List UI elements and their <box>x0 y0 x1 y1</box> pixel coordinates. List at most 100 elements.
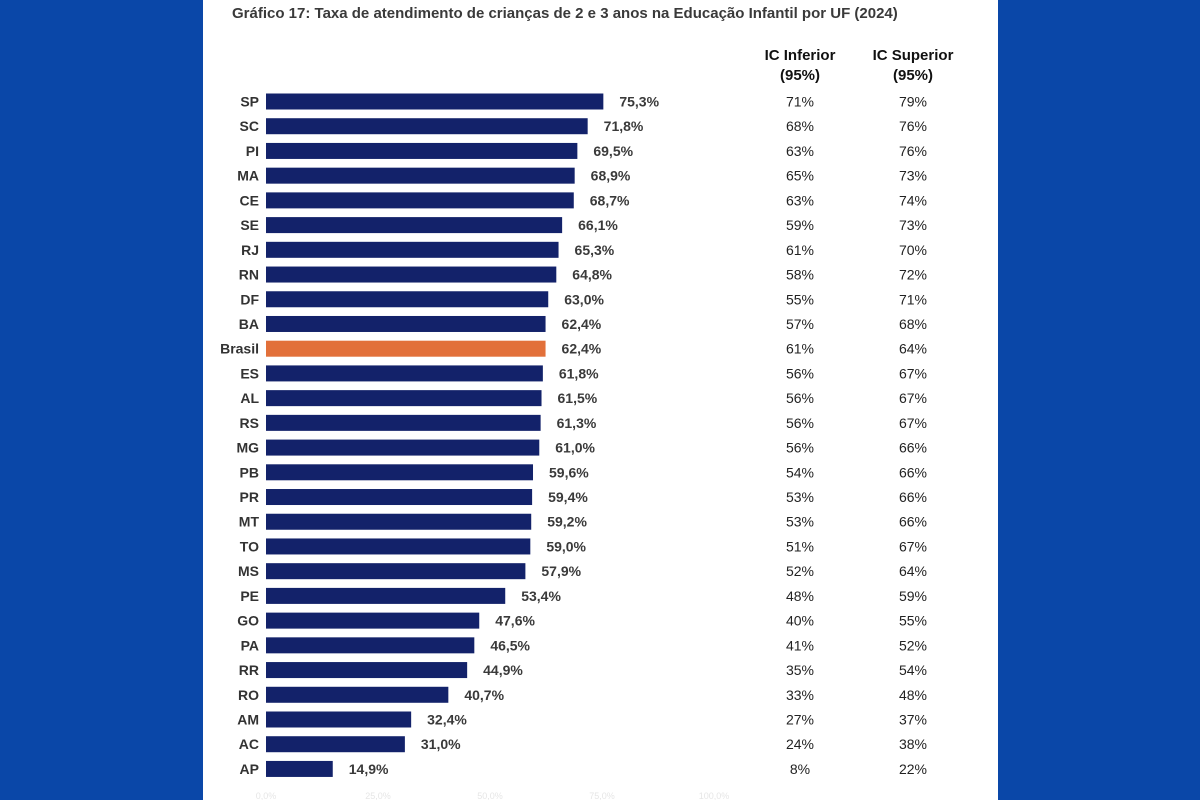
category-label-mg: MG <box>236 440 259 456</box>
ic-superior-cell-am: 37% <box>899 712 927 728</box>
ic-inferior-cell-brasil: 61% <box>786 341 814 357</box>
bar-es <box>266 365 543 382</box>
value-label-pb: 59,6% <box>549 464 589 480</box>
ic-inferior-cell-rs: 56% <box>786 415 814 431</box>
chart-title: Gráfico 17: Taxa de atendimento de crian… <box>232 5 898 22</box>
category-label-pr: PR <box>240 489 259 505</box>
category-label-sp: SP <box>240 94 259 110</box>
bar-pb <box>266 464 534 481</box>
ic-superior-cell-rj: 70% <box>899 242 927 258</box>
value-label-rs: 61,3% <box>557 415 597 431</box>
bar-rj <box>266 241 559 258</box>
ic-superior-cell-df: 71% <box>899 291 927 307</box>
ic-inferior-cell-pe: 48% <box>786 588 814 604</box>
ic-superior-cell-pb: 66% <box>899 464 927 480</box>
bar-ma <box>266 167 575 184</box>
ic-inferior-cell-se: 59% <box>786 217 814 233</box>
ic-superior-cell-ro: 48% <box>899 687 927 703</box>
ic-superior-cell-sp: 79% <box>899 94 927 110</box>
value-label-mg: 61,0% <box>555 440 595 456</box>
category-label-se: SE <box>240 217 259 233</box>
bar-pr <box>266 489 533 506</box>
bar-am <box>266 711 412 728</box>
x-tick-label: 75,0% <box>589 791 615 800</box>
x-tick-label: 0,0% <box>256 791 277 800</box>
ic-superior-cell-pr: 66% <box>899 489 927 505</box>
x-tick-label: 50,0% <box>477 791 503 800</box>
value-label-pa: 46,5% <box>490 637 530 653</box>
ic-inferior-header: IC Inferior (95%) <box>745 46 855 86</box>
ic-inferior-cell-ce: 63% <box>786 192 814 208</box>
value-label-ba: 62,4% <box>562 316 602 332</box>
bar-ro <box>266 686 449 703</box>
bar-sp <box>266 93 604 110</box>
category-label-es: ES <box>240 365 259 381</box>
category-label-ac: AC <box>239 736 259 752</box>
bar-sc <box>266 118 588 135</box>
category-label-rn: RN <box>239 267 259 283</box>
ic-superior-cell-ba: 68% <box>899 316 927 332</box>
ic-superior-cell-brasil: 64% <box>899 341 927 357</box>
x-tick-label: 25,0% <box>365 791 391 800</box>
ic-superior-cell-es: 67% <box>899 365 927 381</box>
value-label-ma: 68,9% <box>591 168 631 184</box>
ic-superior-cell-rn: 72% <box>899 267 927 283</box>
category-label-ba: BA <box>239 316 259 332</box>
ic-superior-cell-pi: 76% <box>899 143 927 159</box>
value-label-al: 61,5% <box>558 390 598 406</box>
ic-superior-cell-ac: 38% <box>899 736 927 752</box>
bar-mt <box>266 513 532 530</box>
value-label-rj: 65,3% <box>575 242 615 258</box>
ic-superior-cell-rr: 54% <box>899 662 927 678</box>
ic-inferior-cell-ms: 52% <box>786 563 814 579</box>
bar-rn <box>266 266 557 283</box>
category-label-pi: PI <box>246 143 259 159</box>
value-label-ce: 68,7% <box>590 192 630 208</box>
value-label-sc: 71,8% <box>604 118 644 134</box>
category-label-pb: PB <box>240 464 259 480</box>
category-label-brasil: Brasil <box>220 341 259 357</box>
ic-inferior-cell-ma: 65% <box>786 168 814 184</box>
ic-inferior-cell-pr: 53% <box>786 489 814 505</box>
ic-superior-header: IC Superior (95%) <box>858 46 968 86</box>
ic-inferior-cell-ap: 8% <box>790 761 810 777</box>
category-label-mt: MT <box>239 514 260 530</box>
ic-inferior-cell-am: 27% <box>786 712 814 728</box>
ic-superior-cell-se: 73% <box>899 217 927 233</box>
category-label-ro: RO <box>238 687 259 703</box>
value-label-mt: 59,2% <box>547 514 587 530</box>
value-label-es: 61,8% <box>559 365 599 381</box>
ic-superior-cell-go: 55% <box>899 613 927 629</box>
value-label-se: 66,1% <box>578 217 618 233</box>
bar-go <box>266 612 480 629</box>
ic-inferior-cell-df: 55% <box>786 291 814 307</box>
ic-inferior-cell-pb: 54% <box>786 464 814 480</box>
bar-pi <box>266 142 578 159</box>
ic-superior-cell-rs: 67% <box>899 415 927 431</box>
bar-al <box>266 390 542 407</box>
ic-superior-header-line2: (95%) <box>892 67 933 84</box>
bar-pe <box>266 587 506 604</box>
ic-inferior-cell-go: 40% <box>786 613 814 629</box>
ic-superior-cell-pe: 59% <box>899 588 927 604</box>
ic-inferior-cell-rn: 58% <box>786 267 814 283</box>
bar-df <box>266 291 549 308</box>
value-label-ms: 57,9% <box>541 563 581 579</box>
category-label-ap: AP <box>240 761 259 777</box>
category-label-ma: MA <box>237 168 259 184</box>
value-label-am: 32,4% <box>427 712 467 728</box>
value-label-pi: 69,5% <box>593 143 633 159</box>
category-label-ce: CE <box>240 192 259 208</box>
bar-to <box>266 538 531 555</box>
value-label-pr: 59,4% <box>548 489 588 505</box>
ic-inferior-header-line2: (95%) <box>779 67 820 84</box>
ic-inferior-cell-ac: 24% <box>786 736 814 752</box>
ic-inferior-cell-sp: 71% <box>786 94 814 110</box>
x-tick-label: 100,0% <box>699 791 730 800</box>
value-label-ac: 31,0% <box>421 736 461 752</box>
bar-ap <box>266 760 333 777</box>
ic-inferior-cell-mg: 56% <box>786 440 814 456</box>
category-label-al: AL <box>240 390 259 406</box>
category-label-rj: RJ <box>241 242 259 258</box>
